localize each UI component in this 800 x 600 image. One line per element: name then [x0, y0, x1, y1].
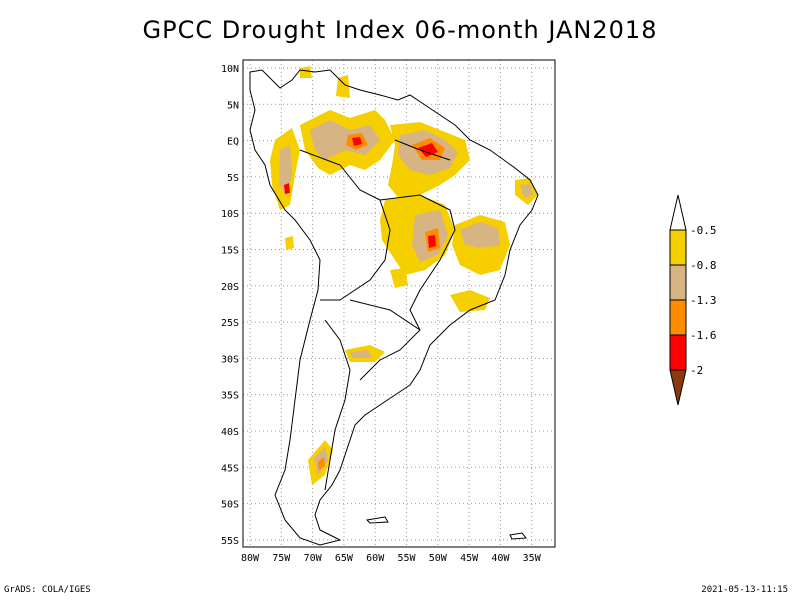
- colorbar-swatch-3: [669, 299, 687, 336]
- longitude-labels: 80W 75W 70W 65W 60W 55W 50W 45W 40W 35W: [241, 553, 542, 564]
- colorbar-top-arrow: [669, 194, 687, 231]
- map-title: GPCC Drought Index 06-month JAN2018: [142, 16, 658, 44]
- footer-timestamp: 2021-05-13-11:15: [701, 585, 788, 595]
- plot-frame: [242, 59, 556, 548]
- colorbar-label: -0.8: [690, 259, 717, 272]
- lat-tick-label: 30S: [221, 354, 239, 365]
- colorbar-swatch-4: [669, 334, 687, 371]
- colorbar-swatch-1: [669, 229, 687, 266]
- lon-tick-label: 50W: [429, 553, 448, 564]
- footer-credit: GrADS: COLA/IGES: [4, 585, 91, 595]
- lon-tick-label: 55W: [397, 553, 416, 564]
- colorbar-label: -1.3: [690, 294, 717, 307]
- colorbar-label: -2: [690, 364, 703, 377]
- lat-tick-label: EQ: [227, 137, 239, 148]
- latitude-labels: 10N 5N EQ 5S 10S 15S 20S 25S 30S 35S 40S 45S 50S 55S: [221, 64, 239, 547]
- lat-tick-label: 20S: [221, 282, 239, 293]
- lon-tick-label: 75W: [272, 553, 291, 564]
- lat-tick-label: 15S: [221, 246, 239, 257]
- lat-tick-label: 10N: [221, 64, 239, 75]
- lat-tick-label: 5S: [227, 173, 239, 184]
- lat-tick-label: 55S: [221, 536, 239, 547]
- lat-tick-label: 40S: [221, 427, 239, 438]
- coastlines: [249, 69, 539, 546]
- lon-tick-label: 40W: [491, 553, 510, 564]
- lon-tick-label: 65W: [335, 553, 354, 564]
- drought-shading: [270, 66, 538, 485]
- lat-tick-label: 35S: [221, 391, 239, 402]
- colorbar-legend: -0.5 -0.8 -1.3 -1.6 -2: [669, 194, 717, 406]
- lat-tick-label: 50S: [221, 500, 239, 511]
- lon-tick-label: 70W: [304, 553, 323, 564]
- colorbar-bottom-arrow: [669, 369, 687, 406]
- colorbar-label: -0.5: [690, 224, 717, 237]
- lon-tick-label: 35W: [523, 553, 542, 564]
- lat-tick-label: 45S: [221, 463, 239, 474]
- colorbar-label: -1.6: [690, 329, 717, 342]
- lat-tick-label: 5N: [227, 100, 239, 111]
- lat-tick-label: 10S: [221, 209, 239, 220]
- lon-tick-label: 60W: [366, 553, 385, 564]
- lat-tick-label: 25S: [221, 318, 239, 329]
- lon-tick-label: 80W: [241, 553, 260, 564]
- lon-tick-label: 45W: [460, 553, 479, 564]
- colorbar-swatch-2: [669, 264, 687, 301]
